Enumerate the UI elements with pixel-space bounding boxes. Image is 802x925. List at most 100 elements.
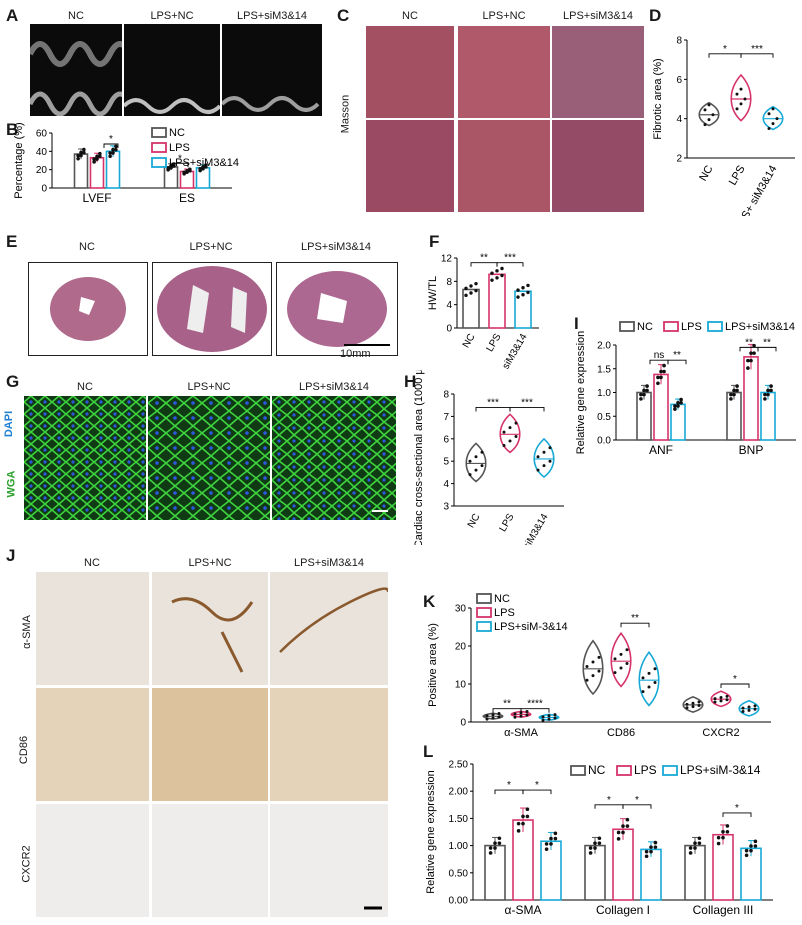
significance-label: **: [503, 699, 511, 710]
data-point: [653, 845, 658, 849]
data-point: [166, 166, 170, 170]
significance-label: *: [109, 134, 113, 145]
data-point: [752, 343, 756, 348]
data-point: [746, 366, 750, 370]
significance-label: **: [631, 613, 639, 624]
significance-bracket: [509, 406, 545, 412]
data-point: [204, 163, 208, 167]
data-point: [92, 157, 96, 161]
data-point: [480, 464, 484, 468]
data-point: [521, 814, 525, 819]
data-point: [597, 836, 602, 841]
data-point: [474, 455, 478, 459]
data-point: [95, 157, 99, 161]
significance-bracket: [520, 708, 550, 713]
data-point: [741, 706, 745, 710]
legend-swatch: [570, 765, 586, 776]
g-col-nc: NC: [77, 381, 93, 393]
panel-label-g: G: [6, 372, 20, 391]
data-point: [513, 712, 517, 716]
data-point: [469, 291, 473, 295]
y-tick-label: 4: [676, 114, 682, 125]
data-point: [502, 444, 506, 448]
ihc-cd86-lps: [152, 688, 268, 801]
violin: [730, 73, 752, 122]
j-row-sma: α-SMA: [20, 615, 33, 649]
data-point: [725, 698, 729, 702]
data-point: [769, 388, 773, 393]
data-point: [711, 113, 715, 117]
data-point: [500, 266, 504, 271]
y-tick-label: 60: [36, 129, 48, 140]
y-tick-label: 40: [36, 147, 48, 158]
panel-label-d: D: [649, 6, 662, 25]
legend-swatch: [151, 127, 167, 138]
y-axis-label: Cardiac cross-sectional area (1000 μm²): [413, 370, 425, 545]
data-point: [707, 103, 711, 107]
legend-label: NC: [637, 321, 653, 333]
y-tick-label: 0: [446, 324, 452, 335]
data-point: [526, 283, 530, 288]
data-point: [753, 844, 758, 848]
data-point: [79, 150, 83, 155]
x-category-label: NC: [461, 332, 478, 350]
data-point: [513, 715, 517, 719]
significance-bracket: [620, 622, 650, 628]
significance-bracket: [496, 262, 524, 267]
data-point: [749, 351, 753, 355]
j-row-cxcr2: CXCR2: [20, 845, 33, 883]
data-point: [485, 717, 489, 721]
data-point: [662, 369, 666, 374]
masson-image-si-bottom: [552, 120, 644, 212]
data-point: [693, 846, 697, 850]
y-tick-label: 4: [446, 300, 452, 311]
data-point: [641, 676, 645, 680]
y-tick-label: 4: [443, 479, 449, 490]
data-point: [549, 842, 553, 846]
legend-swatch: [476, 607, 492, 618]
masson-image-si-top: [552, 26, 644, 118]
data-point: [644, 854, 649, 859]
data-point: [613, 671, 617, 675]
data-point: [766, 388, 770, 393]
data-point: [95, 154, 99, 159]
data-point: [676, 404, 680, 408]
data-point: [553, 713, 557, 717]
y-tick-label: 6: [443, 434, 449, 445]
data-point: [729, 397, 733, 401]
c-col-si: LPS+siM3&14: [562, 10, 633, 22]
data-point: [653, 667, 657, 671]
legend-swatch: [151, 157, 167, 168]
data-point: [491, 713, 495, 717]
data-point: [743, 97, 747, 101]
data-point: [525, 807, 530, 812]
data-point: [114, 144, 118, 149]
data-point: [732, 388, 736, 393]
masson-image-lps-top: [458, 26, 550, 118]
bar: [484, 844, 506, 901]
data-point: [767, 112, 771, 116]
data-point: [691, 705, 695, 709]
y-axis-label: Percentage (%): [13, 122, 25, 198]
data-point: [553, 836, 558, 841]
x-category-label: Collagen I: [596, 903, 650, 917]
data-point: [741, 710, 745, 714]
wga-image-si: [272, 396, 396, 520]
data-point: [542, 464, 546, 468]
data-point: [625, 661, 629, 665]
significance-label: ***: [521, 397, 533, 408]
y-tick-label: 1.5: [597, 364, 611, 375]
data-point: [656, 381, 660, 386]
y-tick-label: 2.00: [449, 787, 469, 798]
data-point: [597, 655, 601, 659]
data-point: [713, 697, 717, 701]
y-tick-label: 2.50: [449, 760, 469, 771]
data-point: [108, 151, 112, 155]
data-point: [516, 288, 520, 292]
legend-label: LPS: [169, 142, 190, 154]
significance-bracket: [740, 53, 774, 58]
g-stain-wga: WGA: [5, 470, 18, 498]
x-category-label: ES: [179, 191, 195, 205]
